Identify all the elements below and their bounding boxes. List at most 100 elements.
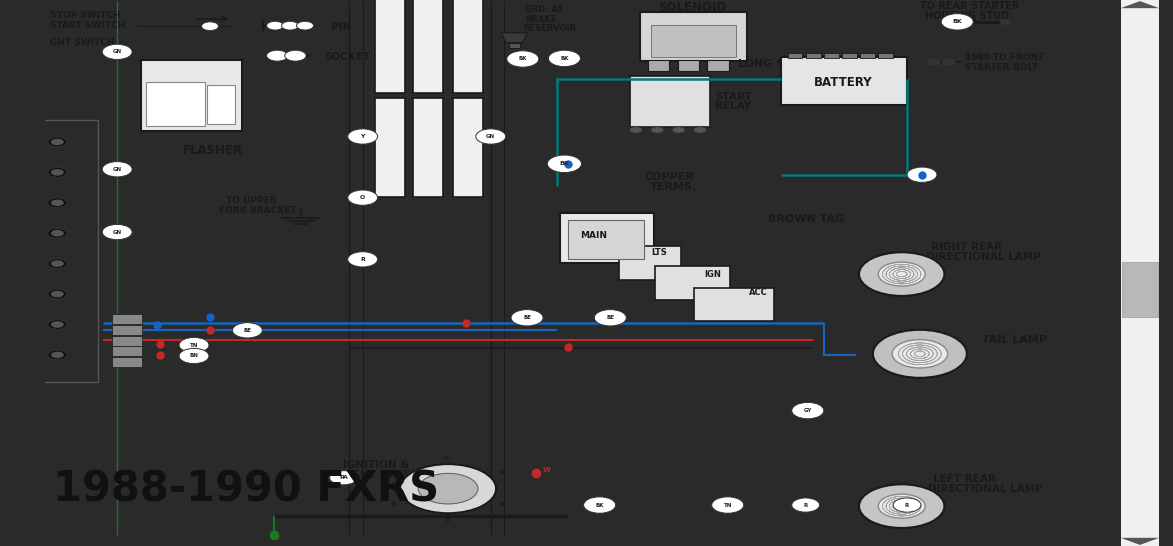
Circle shape (179, 337, 209, 353)
Text: BE: BE (606, 315, 615, 321)
Circle shape (879, 494, 925, 518)
Circle shape (48, 228, 67, 238)
Text: RESERVOIR: RESERVOIR (523, 24, 576, 33)
Bar (39, 120, 97, 382)
Text: IG: IG (445, 454, 452, 460)
Bar (879, 53, 893, 58)
Text: BK: BK (952, 19, 962, 25)
Text: PA: PA (339, 475, 348, 480)
Bar (413, 98, 442, 197)
Circle shape (48, 289, 67, 299)
Bar (568, 220, 644, 259)
Circle shape (879, 262, 925, 286)
Bar (111, 346, 142, 356)
Bar (206, 85, 235, 124)
Text: SOLENOID: SOLENOID (658, 1, 726, 14)
Text: R: R (920, 172, 924, 177)
Text: PA: PA (391, 470, 399, 476)
Circle shape (630, 127, 643, 133)
Text: FORK BRACKET: FORK BRACKET (218, 206, 297, 215)
Text: BK: BK (561, 56, 569, 61)
Text: START: START (714, 92, 752, 102)
Bar (678, 60, 699, 71)
Circle shape (693, 127, 706, 133)
Bar (111, 357, 142, 367)
Bar (806, 53, 821, 58)
Circle shape (102, 44, 133, 60)
Text: LONG STUD: LONG STUD (739, 60, 811, 69)
Circle shape (999, 19, 1011, 25)
Text: BN: BN (190, 353, 198, 359)
Polygon shape (501, 33, 527, 43)
Circle shape (893, 340, 948, 368)
Text: BK: BK (560, 161, 569, 167)
Circle shape (50, 139, 63, 145)
Circle shape (232, 323, 263, 338)
Bar (1120, 0, 1159, 546)
Bar (619, 246, 680, 280)
Text: R: R (804, 502, 808, 508)
Text: BK: BK (596, 502, 604, 508)
Bar (561, 213, 655, 263)
Circle shape (928, 59, 940, 66)
Bar (823, 53, 839, 58)
Text: GHT SWITCH: GHT SWITCH (50, 38, 115, 47)
Text: TAIL LAMP: TAIL LAMP (982, 335, 1047, 345)
Text: W: W (499, 470, 504, 476)
Circle shape (102, 162, 133, 177)
Circle shape (549, 50, 581, 67)
Text: BE: BE (243, 328, 251, 333)
Circle shape (50, 352, 63, 358)
Text: IG: IG (392, 502, 398, 507)
Circle shape (179, 348, 209, 364)
Bar (509, 43, 520, 48)
Circle shape (48, 259, 67, 269)
Bar (454, 0, 483, 93)
Circle shape (50, 321, 63, 328)
Text: DIRECTIONAL LAMP: DIRECTIONAL LAMP (928, 484, 1043, 494)
Bar (707, 60, 728, 71)
Text: GN: GN (113, 229, 122, 235)
Bar (781, 57, 907, 105)
Circle shape (476, 129, 506, 144)
Bar (413, 0, 442, 93)
Text: GRD. AT: GRD. AT (524, 5, 563, 14)
Circle shape (859, 252, 944, 296)
Bar (145, 82, 204, 126)
Bar (656, 266, 730, 300)
Circle shape (48, 319, 67, 329)
Circle shape (266, 50, 287, 61)
Circle shape (330, 471, 358, 485)
Bar (693, 288, 774, 321)
Text: START SWITCH: START SWITCH (50, 21, 126, 29)
Bar (141, 60, 242, 131)
Bar (375, 98, 406, 197)
Text: R: R (360, 257, 365, 262)
Bar (640, 12, 747, 61)
Circle shape (951, 19, 963, 25)
Circle shape (50, 169, 63, 176)
Text: LEFT REAR: LEFT REAR (933, 474, 996, 484)
Text: LIGHT SWITCH: LIGHT SWITCH (341, 470, 427, 480)
Text: IGNITION &: IGNITION & (344, 460, 409, 470)
Text: BATTERY: BATTERY (814, 76, 873, 89)
Text: TERMS.: TERMS. (650, 182, 697, 192)
Text: RELAY: RELAY (714, 102, 751, 111)
Bar (842, 53, 857, 58)
Text: DIRECTIONAL LAMP: DIRECTIONAL LAMP (927, 252, 1040, 262)
Bar (1123, 262, 1158, 317)
Text: GN: GN (113, 49, 122, 55)
Bar (111, 325, 142, 335)
Circle shape (507, 51, 538, 67)
Circle shape (907, 167, 937, 182)
Circle shape (651, 127, 664, 133)
Circle shape (347, 190, 378, 205)
Circle shape (672, 127, 685, 133)
Bar (647, 60, 669, 71)
Text: TN: TN (190, 342, 198, 348)
Bar (860, 53, 875, 58)
Circle shape (282, 21, 299, 30)
Bar (651, 25, 737, 57)
Text: O: O (360, 195, 365, 200)
Circle shape (50, 199, 63, 206)
